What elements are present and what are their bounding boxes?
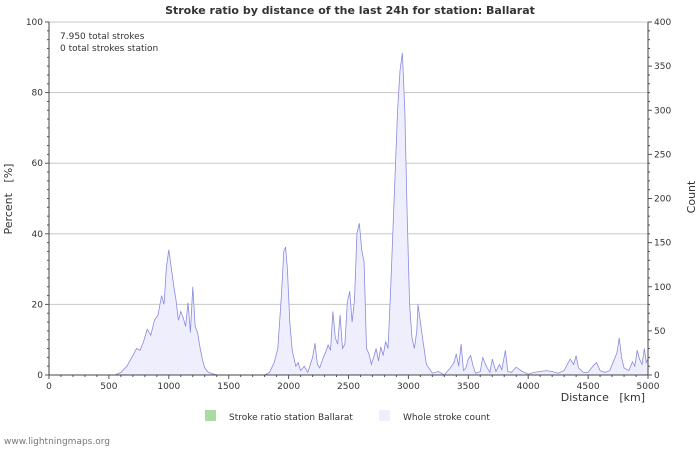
y-axis-left-label: Percent [%] <box>2 164 15 235</box>
y-right-tick-label: 350 <box>654 62 671 72</box>
y-left-tick-label: 60 <box>32 159 44 169</box>
legend-label-whole: Whole stroke count <box>403 413 490 423</box>
x-tick-label: 2000 <box>277 382 300 392</box>
data-layer <box>49 52 649 376</box>
y-axis-right-label: Count <box>685 180 698 213</box>
series-whole-stroke-count-area <box>49 52 648 376</box>
x-axis-label: Distance [km] <box>561 391 645 404</box>
tick-labels: 0 500 1000 1500 2000 2500 3000 3500 4000 4500 5000… <box>26 18 672 392</box>
x-tick-label: 4000 <box>517 382 540 392</box>
y-right-tick-label: 300 <box>654 106 671 116</box>
y-right-tick-label: 250 <box>654 150 671 160</box>
chart-title: Stroke ratio by distance of the last 24h… <box>165 4 535 17</box>
x-tick-label: 500 <box>100 382 117 392</box>
annotation-station-strokes: 0 total strokes station <box>60 44 158 54</box>
footer-credit: www.lightningmaps.org <box>4 437 110 447</box>
x-tick-label: 0 <box>46 382 52 392</box>
y-right-tick-label: 150 <box>654 239 671 249</box>
x-tick-label: 1500 <box>217 382 240 392</box>
legend-swatch-whole <box>379 410 390 421</box>
x-tick-label: 1000 <box>157 382 180 392</box>
series-whole-stroke-count-line <box>49 52 649 376</box>
y-left-tick-label: 40 <box>32 230 44 240</box>
legend-swatch-station <box>205 410 216 421</box>
gridlines <box>49 21 648 305</box>
x-tick-label: 2500 <box>337 382 360 392</box>
y-left-tick-label: 0 <box>37 371 43 381</box>
x-tick-label: 4500 <box>577 382 600 392</box>
y-right-tick-label: 0 <box>654 371 660 381</box>
y-right-tick-label: 200 <box>654 195 671 205</box>
y-left-tick-label: 80 <box>32 89 44 99</box>
axes <box>45 21 652 379</box>
legend: Stroke ratio station Ballarat Whole stro… <box>205 410 490 423</box>
x-tick-label: 3000 <box>397 382 420 392</box>
y-right-tick-label: 50 <box>654 327 666 337</box>
annotation-total-strokes: 7.950 total strokes <box>60 32 145 42</box>
y-left-tick-label: 20 <box>32 300 44 310</box>
x-tick-label: 5000 <box>637 382 660 392</box>
y-right-tick-label: 400 <box>654 18 671 28</box>
y-left-tick-label: 100 <box>26 18 43 28</box>
y-right-tick-label: 100 <box>654 283 671 293</box>
x-tick-label: 3500 <box>457 382 480 392</box>
legend-label-station: Stroke ratio station Ballarat <box>229 413 353 423</box>
